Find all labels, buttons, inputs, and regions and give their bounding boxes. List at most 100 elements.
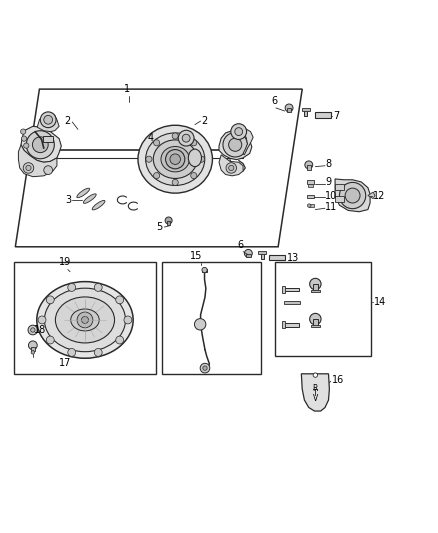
Bar (307, 180, 314, 184)
Circle shape (178, 130, 194, 146)
Ellipse shape (56, 297, 115, 343)
Text: 6: 6 (237, 240, 243, 250)
Ellipse shape (45, 288, 125, 352)
Circle shape (305, 161, 313, 169)
Text: 16: 16 (332, 375, 344, 385)
Circle shape (81, 317, 88, 324)
Circle shape (165, 217, 172, 224)
Bar (282, 286, 285, 293)
Circle shape (146, 156, 152, 162)
Circle shape (21, 129, 26, 134)
Bar (31, 347, 35, 351)
Bar (302, 108, 310, 110)
Circle shape (44, 166, 53, 174)
Circle shape (198, 156, 205, 162)
Circle shape (223, 133, 247, 157)
Polygon shape (37, 113, 59, 132)
Bar (261, 253, 264, 260)
Bar (284, 322, 299, 327)
Polygon shape (15, 89, 302, 247)
Text: 12: 12 (373, 190, 385, 200)
Bar (284, 301, 300, 304)
Circle shape (28, 341, 37, 350)
Text: 10: 10 (325, 191, 338, 201)
Ellipse shape (145, 133, 205, 185)
Bar (269, 255, 285, 260)
Text: 19: 19 (59, 257, 71, 268)
Bar (309, 204, 314, 207)
Circle shape (307, 204, 311, 207)
Circle shape (40, 112, 56, 128)
Polygon shape (368, 192, 375, 199)
Bar (315, 112, 331, 118)
Circle shape (24, 143, 29, 148)
Circle shape (68, 349, 76, 357)
Circle shape (203, 366, 207, 370)
Circle shape (154, 140, 160, 146)
Ellipse shape (71, 309, 99, 331)
Polygon shape (219, 131, 252, 159)
Circle shape (77, 312, 93, 328)
Ellipse shape (77, 188, 90, 198)
Circle shape (44, 115, 53, 124)
Bar (307, 165, 311, 170)
Circle shape (31, 328, 35, 332)
Bar (14, 262, 156, 374)
Circle shape (172, 179, 178, 185)
Text: 14: 14 (374, 296, 386, 306)
Circle shape (38, 316, 46, 324)
Circle shape (235, 128, 243, 135)
Circle shape (166, 150, 185, 169)
Circle shape (345, 188, 360, 203)
Polygon shape (301, 374, 329, 411)
Text: 6: 6 (272, 96, 278, 106)
Polygon shape (21, 126, 61, 162)
Bar (307, 195, 314, 198)
Circle shape (154, 173, 160, 179)
Text: 3: 3 (65, 195, 71, 205)
Ellipse shape (161, 147, 190, 172)
Bar (275, 262, 371, 356)
Bar (258, 251, 266, 254)
Text: 4: 4 (148, 133, 154, 143)
Bar (308, 184, 313, 187)
Circle shape (31, 351, 35, 354)
Text: 5: 5 (157, 222, 163, 232)
Bar (202, 269, 207, 272)
Text: 2: 2 (201, 116, 208, 126)
Circle shape (231, 124, 247, 140)
Bar (311, 325, 320, 327)
Bar (167, 221, 170, 225)
Text: T: T (313, 389, 318, 398)
Circle shape (116, 336, 124, 344)
Bar (313, 285, 318, 290)
Text: 15: 15 (190, 251, 202, 261)
Circle shape (26, 165, 31, 171)
Text: 1: 1 (124, 84, 130, 94)
Circle shape (244, 249, 252, 257)
Polygon shape (335, 179, 370, 212)
Circle shape (94, 349, 102, 357)
Circle shape (191, 140, 197, 146)
Text: V: V (313, 394, 318, 403)
Ellipse shape (153, 140, 197, 179)
Bar (246, 254, 251, 257)
Circle shape (310, 278, 321, 290)
Polygon shape (18, 145, 57, 177)
Text: 2: 2 (65, 116, 71, 126)
Bar (282, 321, 285, 328)
Bar (313, 319, 318, 326)
Text: 11: 11 (325, 203, 338, 212)
Circle shape (28, 325, 38, 335)
Circle shape (229, 165, 234, 171)
Bar (287, 108, 291, 112)
Text: 17: 17 (59, 359, 71, 368)
Bar (304, 110, 307, 116)
Polygon shape (232, 127, 253, 155)
Circle shape (21, 136, 27, 141)
Circle shape (202, 268, 207, 273)
Bar (311, 290, 320, 292)
Bar (162, 262, 261, 374)
Circle shape (124, 316, 132, 324)
Circle shape (116, 296, 124, 304)
